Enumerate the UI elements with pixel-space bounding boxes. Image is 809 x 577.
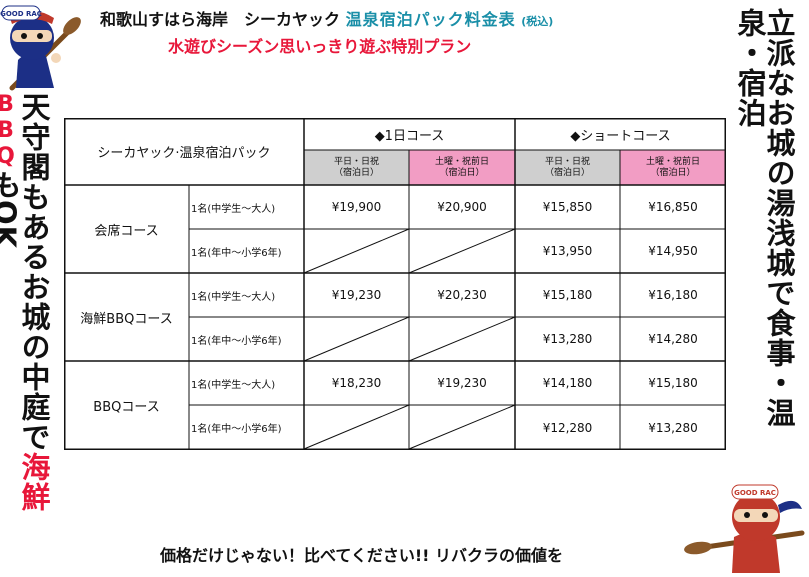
price-cell: ¥19,900 [331,200,382,214]
price-table: シーカヤック·温泉宿泊パック ◆1日コース ◆ショートコース 平日・日祝 （宿泊… [64,118,726,450]
title-highlight: 温泉宿泊パック料金表 [345,10,516,29]
page-subtitle: 水遊びシーズン思いっきり遊ぶ特別プラン [168,37,472,56]
person-label: 1名(中学生～大人) [191,379,276,391]
table-grid [64,118,726,450]
right-vertical-text: 立派なお城の湯浅城で食事・温泉・宿泊 [733,8,796,428]
left-vertical-part1: 天守閣もあるお城の中庭で [17,92,51,452]
price-cell: ¥19,230 [437,376,487,390]
person-label: 1名(中学生～大人) [191,291,276,303]
price-cell: ¥14,180 [542,376,593,390]
title-tax-note: (税込) [521,15,554,28]
day-header-weekday: 平日・日祝 （宿泊日） [515,150,620,185]
price-cell: ¥18,230 [331,376,382,390]
day-header-label: 土曜・祝前日 [645,156,700,167]
price-cell: ¥13,280 [648,420,698,435]
price-cell: ¥12,280 [542,420,593,435]
left-vertical-bbq: BBQ [0,92,18,170]
course-name: BBQコース [93,400,160,415]
ninja-paddler-icon: GOOD RAC [0,5,81,91]
price-cell: ¥15,850 [542,200,593,214]
price-cell: ¥16,850 [648,200,698,214]
mascot-bottom-right: GOOD RAC [684,475,809,573]
mascot-badge-text: GOOD RAC [734,489,776,497]
mascot-top-left: GOOD RAC [0,0,82,92]
ninja-paddler-icon: GOOD RAC [684,484,805,573]
day-header-note: （宿泊日） [439,167,485,178]
mascot-badge-text: GOOD RAC [0,10,42,18]
plan-header-day: ◆1日コース [374,128,445,144]
person-label: 1名(年中～小学6年) [191,424,282,435]
left-vertical-text: 天守閣もあるお城の中庭で海鮮 BBQもOK [0,92,51,562]
price-cell: ¥15,180 [542,288,593,302]
course-name: 会席コース [94,223,159,239]
day-header-note: （宿泊日） [650,167,696,178]
day-header-saturday: 土曜・祝前日 （宿泊日） [620,150,726,185]
page-title: 和歌山すはら海岸 シーカヤック 温泉宿泊パック料金表 (税込) [100,6,700,30]
day-header-saturday: 土曜・祝前日 （宿泊日） [409,150,515,185]
price-cell: ¥16,180 [648,288,698,302]
price-cell: ¥14,950 [648,244,698,258]
footer-tagline: 価格だけじゃない！比べてください!! リバクラの価値を [160,546,564,565]
price-cell: ¥15,180 [648,376,698,390]
person-label: 1名(中学生～大人) [191,203,276,215]
course-name: 海鮮BBQコース [80,311,173,327]
day-header-note: （宿泊日） [333,167,379,178]
day-header-label: 土曜・祝前日 [434,156,489,167]
person-label: 1名(年中～小学6年) [191,335,282,347]
day-header-note: （宿泊日） [544,167,590,178]
price-cell: ¥13,280 [542,332,593,346]
price-cell: ¥20,230 [437,288,487,302]
price-cell: ¥13,950 [542,244,593,258]
price-cell: ¥19,230 [331,288,382,302]
price-cell: ¥20,900 [437,200,487,214]
left-vertical-part4: もOK [0,170,22,250]
day-header-label: 平日・日祝 [544,156,590,167]
price-cell: ¥14,280 [648,332,698,346]
plan-header-short: ◆ショートコース [570,128,671,144]
table-corner-label: シーカヤック·温泉宿泊パック [97,146,271,161]
left-vertical-highlight: 海鮮 [17,452,51,512]
person-label: 1名(年中～小学6年) [191,247,282,259]
day-header-weekday: 平日・日祝 （宿泊日） [304,150,409,185]
title-main: 和歌山すはら海岸 シーカヤック [100,10,341,29]
day-header-label: 平日・日祝 [333,156,379,167]
